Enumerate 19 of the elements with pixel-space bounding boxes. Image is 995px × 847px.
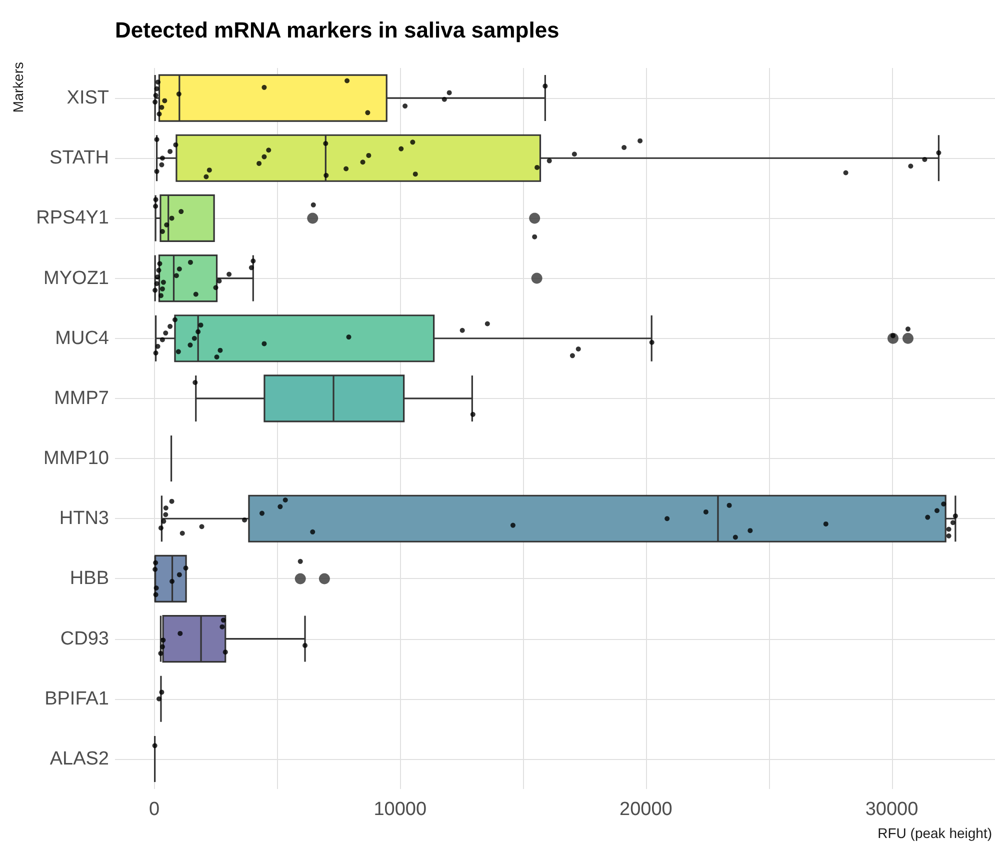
y-tick-label: MYOZ1: [44, 268, 109, 289]
y-tick-label: XIST: [66, 88, 110, 109]
y-tick-label: MMP10: [44, 448, 109, 470]
x-tick-label: 10000: [374, 799, 427, 820]
y-tick-label: HBB: [70, 568, 109, 590]
y-tick-label: MMP7: [54, 388, 109, 409]
y-axis-title: Markers: [10, 62, 26, 113]
chart-title: Detected mRNA markers in saliva samples: [115, 18, 560, 42]
x-axis-title: RFU (peak height): [878, 825, 992, 841]
x-tick-label: 20000: [620, 799, 672, 820]
y-tick-label: BPIFA1: [44, 688, 109, 710]
y-tick-label: HTN3: [59, 508, 109, 530]
y-tick-label: CD93: [60, 628, 109, 650]
y-tick-label: RPS4Y1: [36, 208, 109, 229]
x-tick-label: 30000: [865, 799, 918, 820]
y-tick-label: MUC4: [55, 328, 110, 349]
y-tick-label: ALAS2: [50, 748, 109, 770]
x-tick-label: 0: [149, 799, 160, 820]
y-tick-label: STATH: [50, 148, 109, 169]
